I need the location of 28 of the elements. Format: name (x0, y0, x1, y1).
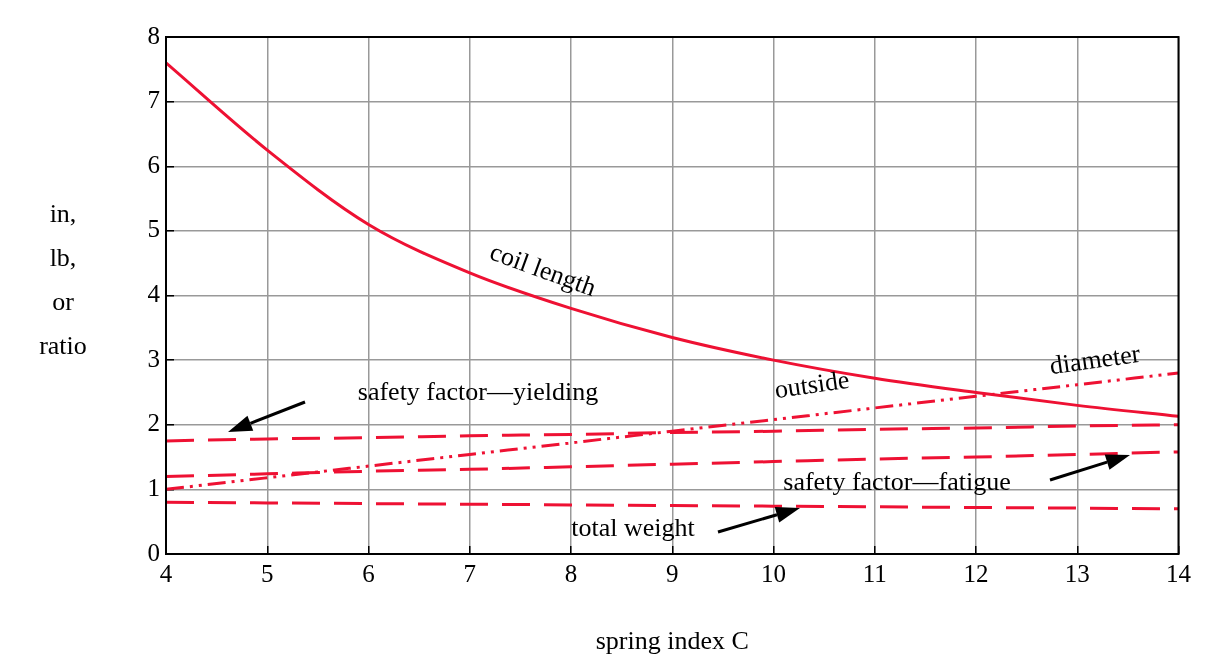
y-tick-label: 2 (147, 409, 160, 437)
annotation: outside (772, 364, 852, 405)
annotation: total weight (571, 513, 695, 542)
y-tick-label: 8 (147, 21, 160, 49)
x-tick-label: 9 (666, 559, 679, 587)
y-axis-title: in, lb, or ratio (39, 199, 87, 361)
annotation: safety factor—yielding (357, 377, 599, 406)
y-tick-label: 6 (147, 150, 160, 178)
line-series (166, 500, 1179, 511)
y-tick-label: 5 (147, 215, 160, 243)
x-tick-label: 5 (261, 559, 274, 587)
y-tick-label: 1 (147, 473, 160, 501)
annotation: safety factor—fatigue (783, 467, 1011, 496)
x-tick-label: 14 (1166, 559, 1192, 587)
x-tick-label: 10 (761, 559, 786, 587)
x-tick-label: 7 (463, 559, 476, 587)
x-tick-label: 6 (362, 559, 375, 587)
y-tick-label: 3 (147, 344, 160, 372)
x-axis-title: spring index C (595, 625, 749, 655)
annotation: coil length (486, 237, 601, 303)
x-tick-label: 11 (862, 559, 887, 587)
y-tick-label: 7 (147, 86, 160, 114)
annotation: diameter (1047, 338, 1142, 381)
y-tick-label: 4 (147, 280, 161, 308)
y-tick-label: 0 (147, 538, 160, 566)
x-tick-label: 12 (963, 559, 989, 587)
x-tick-label: 13 (1064, 559, 1090, 587)
x-tick-label: 8 (564, 559, 578, 587)
